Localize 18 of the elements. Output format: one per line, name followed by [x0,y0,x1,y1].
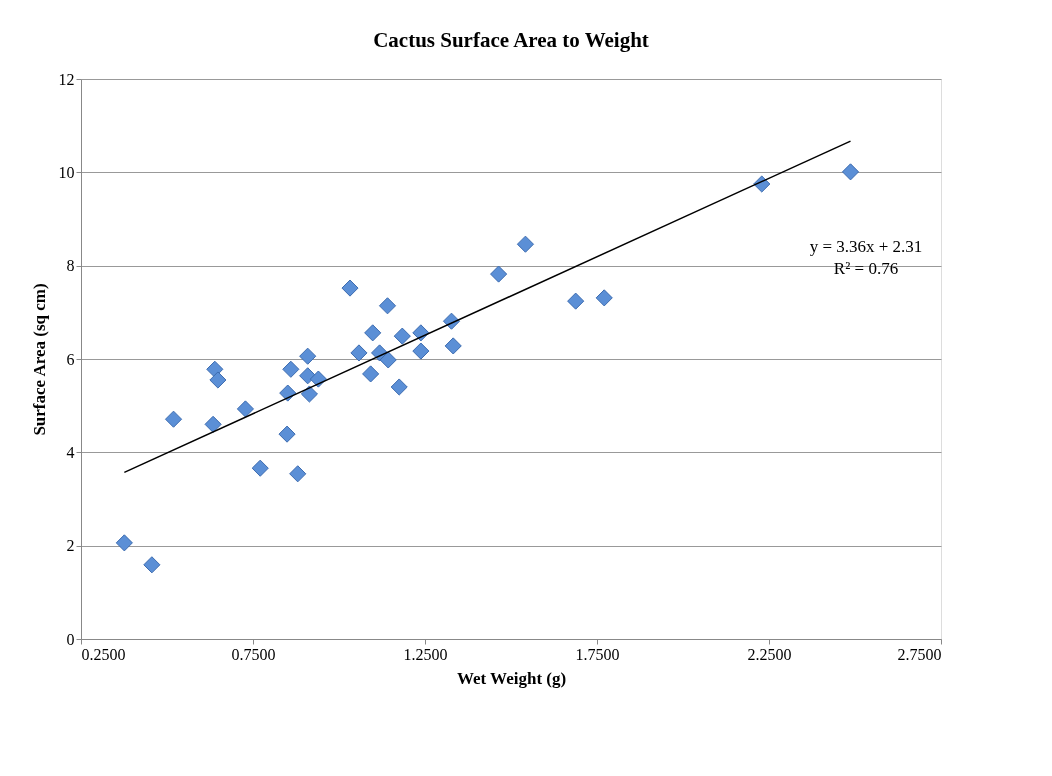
x-tick-label: 2.7500 [897,645,942,663]
x-tick-label: 0.2500 [81,645,126,663]
y-tick-label: 6 [66,350,75,368]
y-tick-label: 0 [66,630,75,648]
x-axis-title: Wet Weight (g) [456,668,567,688]
x-tick-label: 2.2500 [747,645,792,663]
annotation: y = 3.36x + 2.31 [809,237,923,256]
x-tick-label: 1.7500 [575,645,620,663]
y-tick-label: 4 [66,443,75,461]
y-tick-label: 10 [58,163,75,181]
y-tick-label: 12 [58,70,75,88]
y-axis-title: Surface Area (sq cm) [29,283,49,436]
x-tick-label: 0.7500 [231,645,276,663]
chart-title: Cactus Surface Area to Weight [373,28,649,52]
annotation: R² = 0.76 [833,259,899,278]
y-tick-label: 8 [66,257,75,275]
y-tick-label: 2 [66,537,75,555]
x-tick-label: 1.2500 [403,645,448,663]
